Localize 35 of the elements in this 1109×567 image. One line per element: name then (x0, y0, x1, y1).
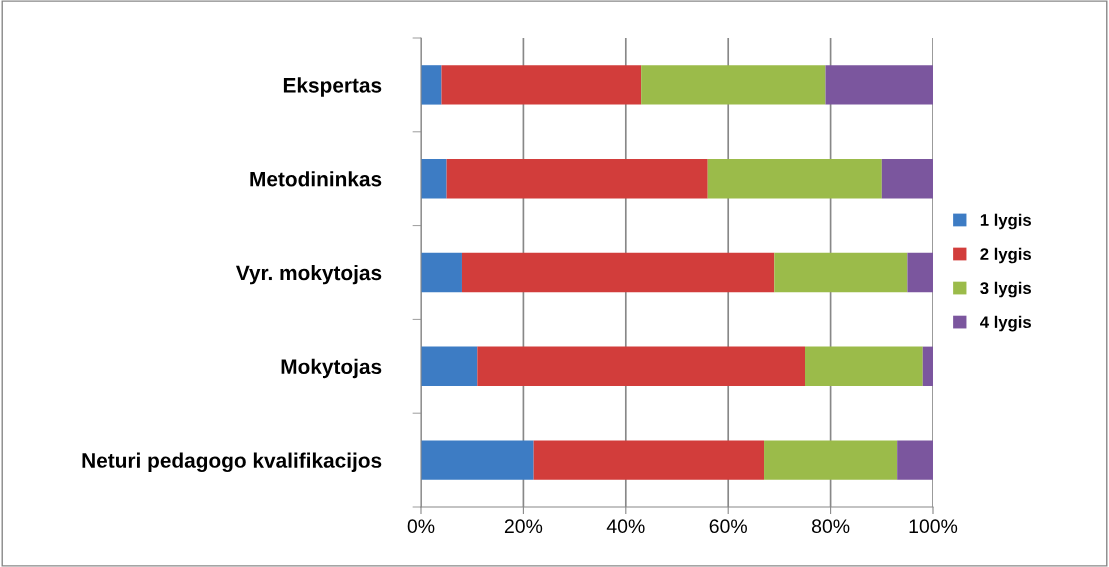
y-tick-label: Metodininkas (250, 171, 382, 187)
legend-label: 1 lygis (980, 213, 1031, 230)
bar (441, 65, 642, 105)
bar (805, 346, 923, 386)
bar (764, 440, 898, 480)
bar (897, 440, 933, 480)
bar (461, 252, 775, 293)
bar (881, 159, 933, 199)
bar (421, 346, 478, 386)
bar (533, 440, 765, 480)
y-tick-label: Neturi pedagogo kvalifikacijos (82, 452, 382, 473)
bar (922, 346, 933, 386)
x-tick-label: 40% (606, 519, 645, 534)
bar (421, 252, 462, 293)
bar (421, 159, 447, 199)
bar (907, 252, 933, 293)
x-tick-label: 60% (709, 519, 747, 534)
y-tick-label: Vyr. mokytojas (235, 264, 382, 285)
legend-label: 2 lygis (980, 247, 1031, 264)
y-tick-label: Ekspertas (283, 77, 382, 97)
x-tick-label: 80% (811, 519, 850, 534)
x-tick-label: 20% (504, 519, 543, 534)
bar (446, 159, 708, 199)
bar (421, 65, 442, 105)
bar (477, 346, 805, 386)
legend-label: 3 lygis (980, 281, 1031, 298)
bar (707, 159, 882, 199)
bar (774, 252, 908, 293)
bar (825, 65, 933, 105)
x-tick-label: 0% (407, 519, 435, 534)
bar (641, 65, 826, 105)
legend-label: 4 lygis (980, 315, 1031, 332)
bar (421, 440, 534, 480)
x-tick-label: 100% (909, 519, 958, 534)
y-tick-label: Mokytojas (281, 358, 382, 379)
